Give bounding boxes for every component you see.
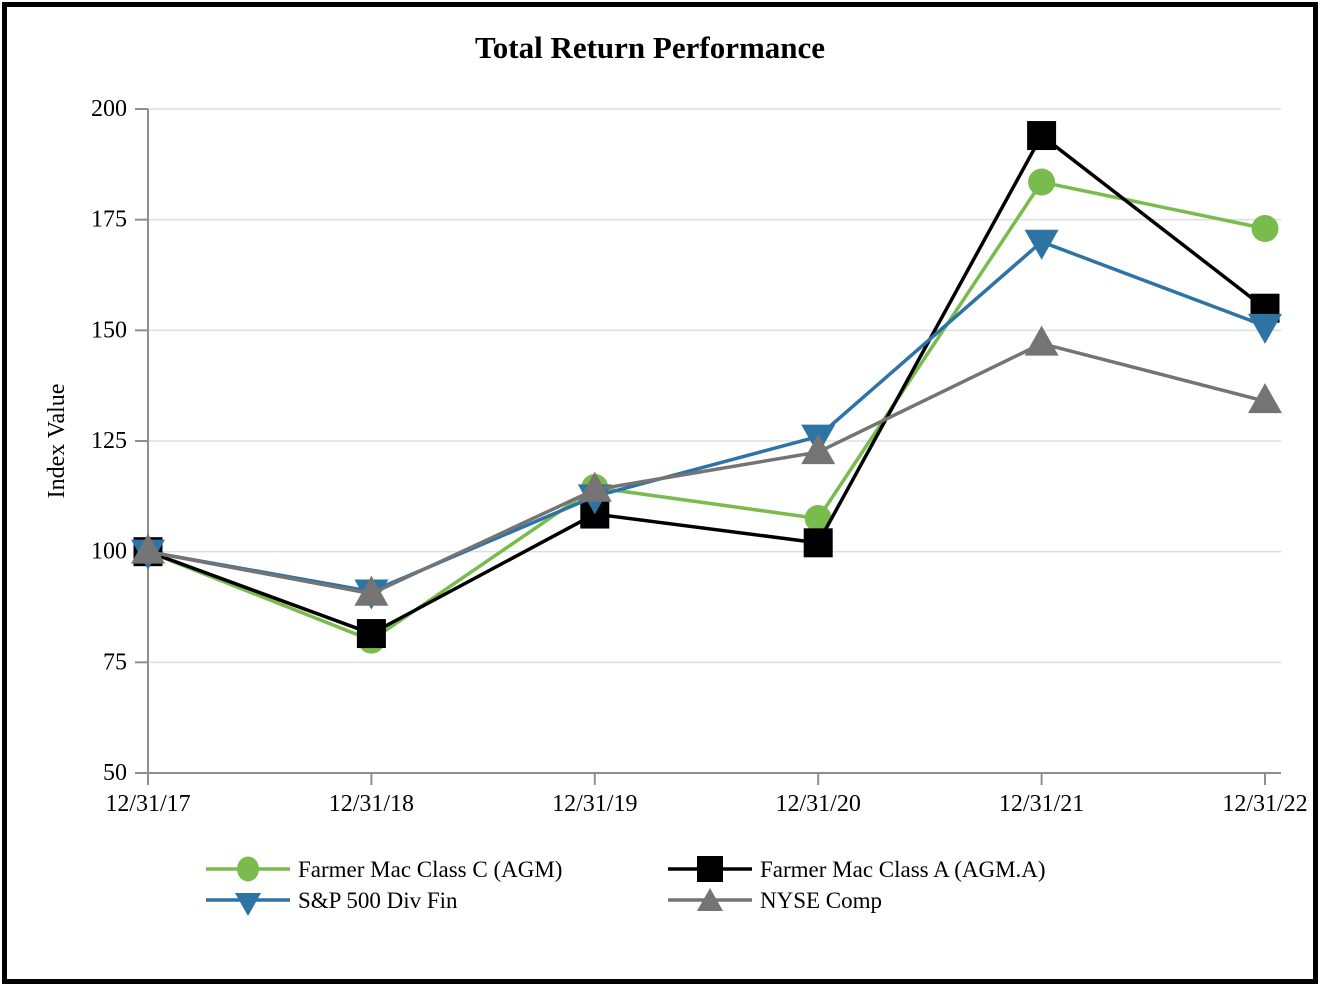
y-tick-label: 100	[91, 539, 127, 565]
gridlines-group	[148, 108, 1281, 664]
data-point	[1024, 229, 1059, 260]
series-group	[131, 121, 1282, 654]
triangle-up-legend-icon	[668, 888, 752, 911]
legend-item: S&P 500 Div Fin	[206, 885, 668, 916]
data-point	[354, 575, 389, 606]
series-line	[147, 180, 1266, 643]
series-line	[147, 239, 1266, 594]
legend-label: NYSE Comp	[760, 887, 883, 913]
legend-item: NYSE Comp	[668, 885, 1046, 916]
data-point	[1251, 215, 1279, 243]
legend-item: Farmer Mac Class C (AGM)	[206, 854, 668, 885]
triangle-down-legend-icon	[206, 893, 290, 916]
legend-marker	[235, 893, 261, 916]
legend-item: Farmer Mac Class A (AGM.A)	[668, 854, 1046, 885]
data-point	[131, 533, 165, 564]
data-point	[1248, 313, 1282, 344]
x-tick-label: 12/31/20	[776, 791, 861, 817]
legend-marker	[697, 888, 723, 911]
y-tick-label: 175	[91, 207, 127, 233]
circle-legend-icon	[206, 856, 290, 882]
legend-label: S&P 500 Div Fin	[298, 887, 458, 913]
data-point	[1248, 383, 1282, 414]
data-point	[803, 528, 833, 558]
legend-marker	[697, 856, 723, 882]
data-point	[804, 504, 832, 532]
x-tick-label: 12/31/22	[1222, 791, 1307, 817]
axes-group	[135, 108, 1281, 785]
x-tick-label: 12/31/21	[999, 791, 1084, 817]
legend-label: Farmer Mac Class C (AGM)	[298, 856, 563, 882]
y-tick-label: 50	[103, 760, 127, 786]
series-line	[147, 341, 1266, 596]
legend-label: Farmer Mac Class A (AGM.A)	[760, 856, 1046, 882]
data-point	[1024, 325, 1059, 356]
square-legend-icon	[668, 856, 752, 882]
tick-labels-group: 50 75 100 125 150 175 200 12/31/17 12/31/18 12/31…	[91, 96, 1308, 817]
line-chart: 50 75 100 125 150 175 200 12/31/17 12/31/18 12/31…	[44, 96, 1308, 817]
data-point	[356, 619, 386, 649]
y-tick-label: 150	[91, 317, 127, 343]
x-tick-label: 12/31/18	[329, 791, 414, 817]
y-tick-label: 75	[103, 649, 127, 675]
x-tick-label: 12/31/19	[552, 791, 637, 817]
data-point	[1027, 121, 1057, 151]
legend-marker	[237, 856, 259, 882]
x-tick-label: 12/31/17	[105, 791, 190, 817]
data-point	[801, 434, 836, 465]
data-point	[1028, 168, 1056, 196]
data-point	[577, 471, 612, 502]
y-tick-label: 200	[91, 96, 127, 122]
y-axis-title: Index Value	[44, 384, 70, 499]
series-line	[147, 132, 1267, 636]
y-tick-label: 125	[91, 428, 127, 454]
legend: Farmer Mac Class C (AGM) Farmer Mac Class…	[206, 854, 1046, 916]
chart-title: Total Return Performance	[474, 30, 826, 65]
